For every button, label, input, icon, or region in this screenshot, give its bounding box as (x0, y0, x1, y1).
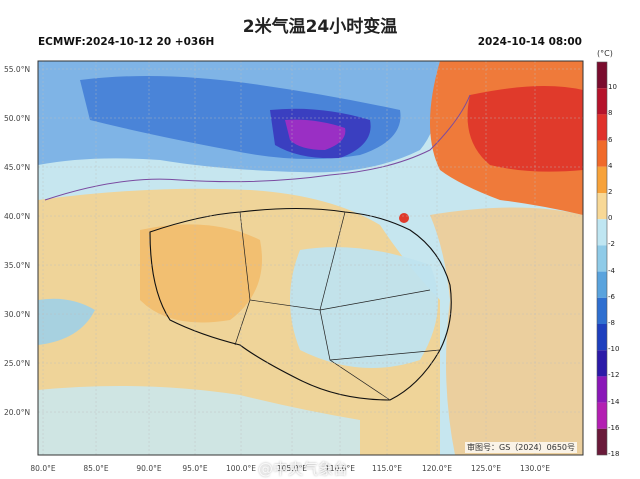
east-china-cool-region (290, 247, 438, 368)
colorbar-level-label: -16 (608, 423, 620, 432)
lat-label-40: 40.0°N (4, 212, 31, 221)
model-run-label: ECMWF:2024-10-12 20 +036H (38, 36, 215, 48)
colorbar-swatch (597, 88, 607, 115)
map-review-number: 审图号：GS（2024）0650号 (465, 442, 577, 453)
hot-northeast-core (467, 86, 583, 172)
colorbar-swatch (597, 271, 607, 298)
colorbar-level-label: 6 (608, 135, 613, 144)
colorbar-level-label: -2 (608, 240, 615, 249)
colorbar-swatch (597, 350, 607, 377)
colorbar-swatch (597, 428, 607, 455)
west-cool-strip (38, 298, 95, 345)
lon-label-105: 105.0°E (277, 464, 307, 473)
tibet-warm-patch (140, 224, 262, 323)
south-cool-region (38, 386, 360, 455)
lon-label-90: 90.0°E (136, 464, 162, 473)
colorbar-swatch (597, 324, 607, 351)
lat-label-20: 20.0°N (4, 408, 31, 417)
colorbar-swatch (597, 245, 607, 272)
watermark: @中央气象台 (258, 460, 349, 478)
lat-label-55: 55.0°N (4, 65, 31, 74)
lat-label-45: 45.0°N (4, 163, 31, 172)
lon-label-100: 100.0°E (226, 464, 256, 473)
map-title: 2米气温24小时变温 (242, 17, 398, 37)
warm-sea-region (430, 207, 583, 455)
lon-label-85: 85.0°E (83, 464, 109, 473)
map-frame (37, 60, 584, 456)
colorbar-level-label: 10 (608, 83, 617, 92)
lat-label-25: 25.0°N (4, 359, 31, 368)
map-field (38, 61, 583, 455)
colorbar-unit: (°C) (597, 49, 613, 58)
lat-label-35: 35.0°N (4, 261, 31, 270)
colorbar-level-label: -4 (608, 266, 615, 275)
colorbar-swatch (597, 219, 607, 246)
colorbar-swatch (597, 402, 607, 429)
colorbar-swatch (597, 166, 607, 193)
beijing-warm-spot (399, 213, 409, 223)
country-border-line (44, 94, 471, 201)
colorbar-swatch (597, 62, 607, 89)
lon-label-120: 120.0°E (422, 464, 452, 473)
colorbar-level-label: -12 (608, 371, 620, 380)
graticule (38, 61, 583, 455)
colorbar-swatch (597, 297, 607, 324)
colorbar-swatch (597, 376, 607, 403)
china-boundary-line (149, 207, 452, 401)
colorbar-level-label: -14 (608, 397, 620, 406)
lon-label-80: 80.0°E (30, 464, 56, 473)
lat-label-50: 50.0°N (4, 114, 31, 123)
province-border-lines (234, 211, 441, 401)
colorbar-level-label: -8 (608, 319, 615, 327)
coldest-core (285, 119, 346, 150)
colorbar-level-label: 0 (608, 214, 613, 223)
colorbar (596, 61, 608, 456)
lon-label-130: 130.0°E (520, 464, 550, 473)
lon-label-125: 125.0°E (471, 464, 501, 473)
colorbar-level-label: -10 (608, 345, 620, 354)
lon-label-110: 110.0°E (325, 464, 355, 473)
lat-label-30: 30.0°N (4, 310, 31, 319)
colorbar-level-label: 2 (608, 188, 613, 196)
colorbar-level-label: -18 (608, 450, 620, 458)
valid-time-label: 2024-10-14 08:00 (477, 36, 582, 48)
colorbar-swatch (597, 114, 607, 141)
colorbar-swatch (597, 140, 607, 167)
lon-label-115: 115.0°E (372, 464, 402, 473)
colorbar-level-label: 8 (608, 109, 613, 118)
colorbar-level-label: 4 (608, 161, 613, 170)
colorbar-level-label: -6 (608, 292, 615, 301)
lon-label-95: 95.0°E (182, 464, 208, 473)
colorbar-outline (596, 61, 608, 456)
colorbar-swatch (597, 193, 607, 220)
